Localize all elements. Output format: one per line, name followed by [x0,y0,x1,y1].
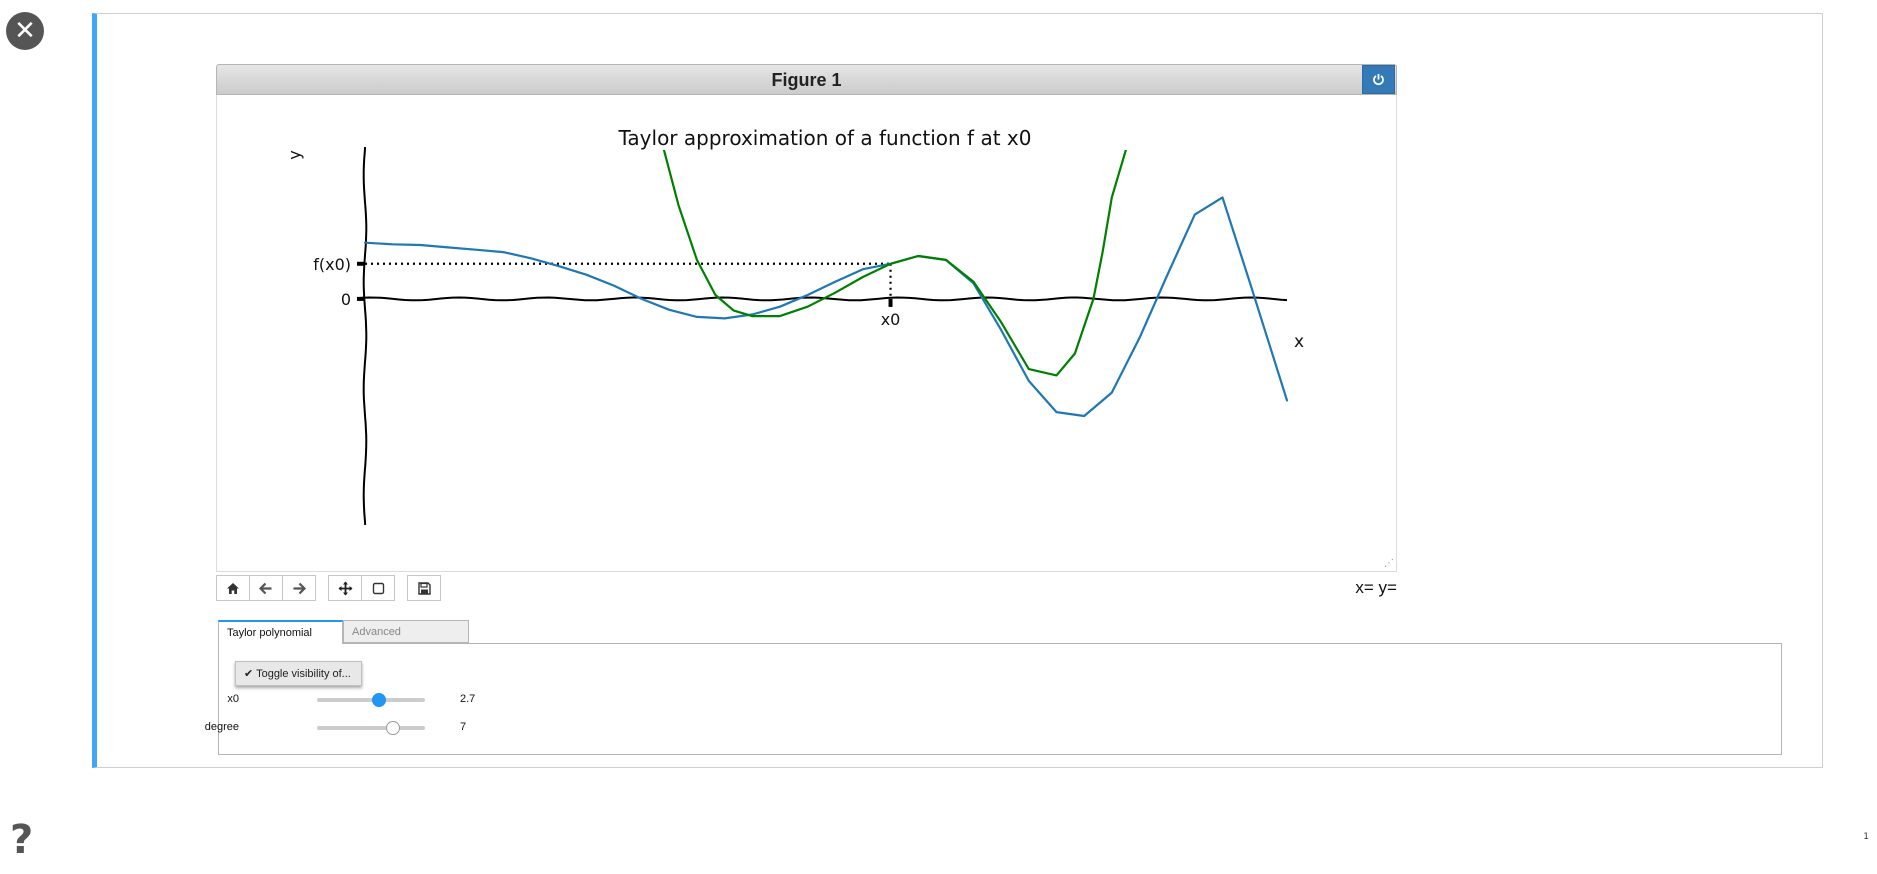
y-tick-label-fx0: f(x0) [313,255,351,274]
home-icon [227,582,239,594]
controls-panel: ✔ Toggle visibility of... x0 2.7 degree … [205,643,1782,755]
zoom-rect-button[interactable] [361,575,395,601]
x0-slider-row: x0 2.7 [219,690,519,710]
toggle-visibility-label: Toggle visibility of... [256,668,351,680]
nav-button-group [216,575,316,601]
home-button[interactable] [216,575,250,601]
series-layer [363,150,1289,418]
x-axis [356,296,1288,302]
chart-title: Taylor approximation of a function f at … [618,126,1032,150]
close-icon[interactable]: ✕ [6,12,44,50]
download-button[interactable] [407,575,441,601]
arrow-left-icon [259,582,272,594]
figure-title: Figure 1 [771,70,842,90]
degree-slider-label: degree [204,721,239,733]
x-axis-label: x [1294,332,1304,352]
series-line-1 [363,196,1289,418]
cursor-coordinates: x= y= [1355,578,1397,597]
x0-slider-label: x0 [227,693,239,705]
page-number: 1 [1863,832,1869,842]
x0-slider[interactable] [317,693,425,707]
move-icon [338,581,352,595]
floppy-disk-icon [417,581,431,595]
power-button[interactable] [1362,65,1395,94]
power-icon [1373,73,1384,85]
toggle-visibility-button[interactable]: ✔ Toggle visibility of... [235,661,362,686]
y-axis [362,146,368,526]
taylor-chart: Taylor approximation of a function f at … [285,126,1304,526]
figure-widget: Figure 1 Taylor approximation of a funct… [216,64,1397,602]
help-icon[interactable]: ? [10,817,34,863]
degree-slider-row: degree 7 [205,718,519,738]
x0-slider-handle[interactable] [371,693,386,707]
series-line-2 [662,150,1128,377]
x0-slider-value: 2.7 [460,693,476,705]
degree-slider-handle[interactable] [385,721,400,735]
save-button-group [407,575,441,601]
degree-slider-value: 7 [460,721,467,733]
arrow-right-icon [293,582,306,594]
figure-canvas[interactable]: Taylor approximation of a function f at … [216,95,1397,572]
figure-toolbar: x= y= [216,572,1397,602]
x-tick-label-x0: x0 [881,310,901,329]
tab-advanced[interactable]: Advanced [343,620,469,643]
check-icon: ✔ [244,668,254,680]
forward-button[interactable] [282,575,316,601]
pan-button[interactable] [328,575,362,601]
y-axis-label: y [285,150,304,159]
figure-header: Figure 1 [216,64,1397,95]
tab-taylor-polynomial[interactable]: Taylor polynomial [218,620,343,644]
resize-grip[interactable]: ⋰ [1384,558,1394,569]
square-icon [372,582,384,594]
y-tick-label-zero: 0 [341,290,351,309]
tool-button-group [328,575,395,601]
back-button[interactable] [249,575,283,601]
degree-slider[interactable] [317,721,425,735]
